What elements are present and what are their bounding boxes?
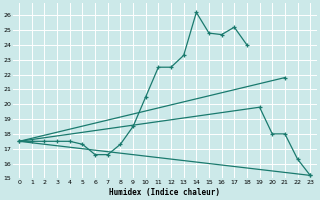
X-axis label: Humidex (Indice chaleur): Humidex (Indice chaleur) <box>109 188 220 197</box>
